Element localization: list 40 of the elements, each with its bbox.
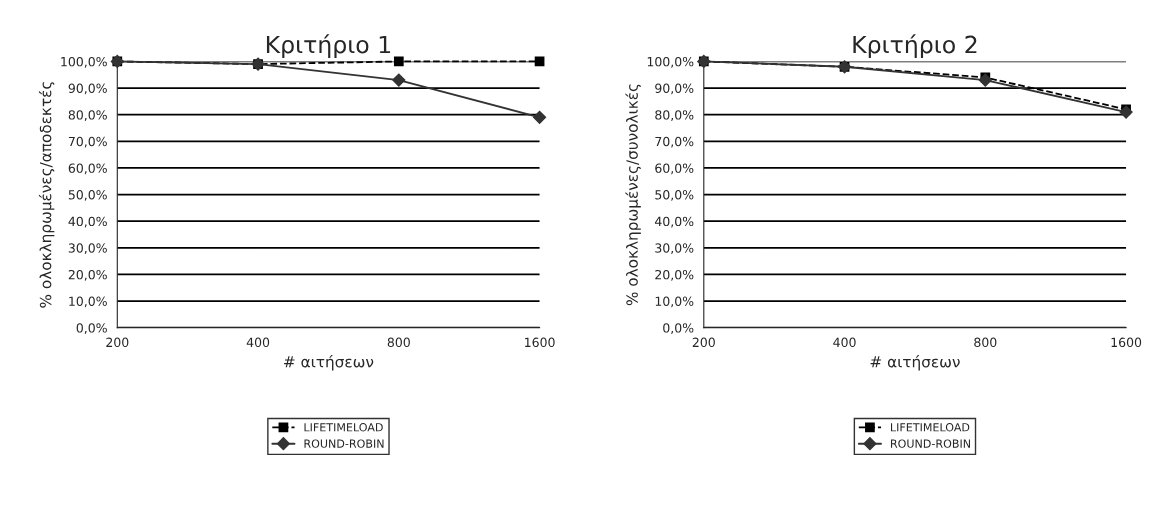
legend-label: LIFETIMELOAD [304,423,383,432]
y-tick-label: 90,0% [68,83,107,95]
y-tick-label: 40,0% [68,216,107,228]
y-axis-title: % ολοκληρωμένες/αποδεκτές [38,82,55,308]
y-tick-label: 80,0% [655,110,694,121]
x-tick-label: 800 [387,337,410,348]
chart-title: Κριτήριο 1 [266,34,391,59]
y-tick-label: 60,0% [68,163,107,175]
x-tick-label: 800 [974,337,997,348]
y-tick-label: 90,0% [655,83,694,95]
x-tick-label: 400 [833,337,856,348]
y-axis-title: % ολοκληρωμένες/συνολικές [625,84,641,306]
y-tick-label: 20,0% [68,269,107,281]
y-tick-label: 10,0% [69,296,107,308]
y-tick-label: 10,0% [655,296,694,308]
x-axis-title: # αιτήσεων [284,355,374,371]
y-tick-label: 30,0% [655,243,694,255]
y-tick-label: 0,0% [76,323,107,334]
y-tick-label: 20,0% [655,269,694,281]
legend-label: ROUND-ROBIN [304,439,384,448]
legend-label: ROUND-ROBIN [891,439,970,448]
y-tick-label: 30,0% [68,243,107,255]
y-tick-label: 70,0% [68,136,107,148]
y-tick-label: 40,0% [654,216,694,228]
y-tick-label: 50,0% [68,190,107,201]
x-tick-label: 400 [246,337,270,348]
y-tick-label: 70,0% [655,136,694,148]
x-tick-label: 1600 [1111,337,1142,348]
y-tick-label: 60,0% [655,163,694,175]
legend-label: LIFETIMELOAD [891,423,970,432]
x-tick-label: 1600 [525,337,555,348]
y-tick-label: 50,0% [655,190,694,201]
y-tick-label: 80,0% [68,110,107,121]
chart-title: Κριτήριο 2 [853,34,977,59]
y-tick-label: 100,0% [647,56,694,68]
x-tick-label: 200 [692,337,715,348]
y-tick-label: 100,0% [61,56,107,68]
y-tick-label: 0,0% [663,323,694,334]
x-axis-title: # αιτήσεων [870,355,960,371]
x-tick-label: 200 [106,337,129,348]
